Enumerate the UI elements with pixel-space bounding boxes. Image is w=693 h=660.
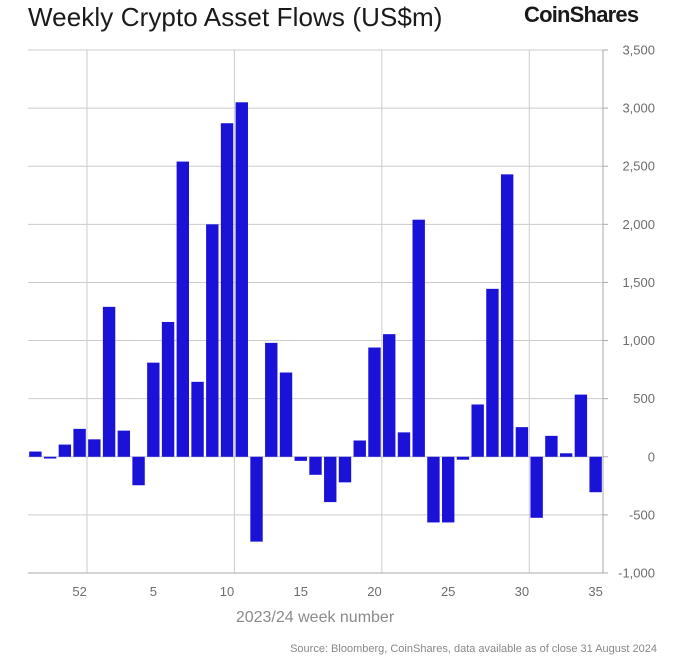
bar bbox=[58, 444, 72, 457]
x-tick-label: 15 bbox=[294, 584, 308, 599]
bar bbox=[132, 456, 145, 486]
bar bbox=[486, 288, 499, 457]
y-tick-label: -1,000 bbox=[618, 566, 655, 581]
y-tick-label: 0 bbox=[648, 449, 655, 464]
bar bbox=[206, 224, 219, 457]
x-tick-labels: 52 5 10 15 20 25 30 35 bbox=[72, 584, 602, 599]
bar bbox=[265, 342, 278, 457]
bar bbox=[191, 381, 204, 457]
bars bbox=[29, 102, 602, 542]
brand-logo: CoinShares bbox=[524, 2, 639, 27]
bar bbox=[235, 102, 248, 457]
bar bbox=[338, 456, 352, 483]
y-tick-label: 500 bbox=[633, 391, 655, 406]
bar bbox=[530, 456, 543, 518]
axes bbox=[28, 49, 608, 574]
bar bbox=[383, 334, 396, 457]
bar bbox=[353, 440, 366, 457]
bar bbox=[250, 456, 263, 542]
bar bbox=[545, 435, 558, 457]
bar bbox=[324, 456, 337, 503]
source-note: Source: Bloomberg, CoinShares, data avai… bbox=[290, 643, 657, 655]
bar bbox=[559, 453, 573, 457]
x-tick-label: 5 bbox=[150, 584, 157, 599]
y-tick-label: 1,500 bbox=[622, 275, 655, 290]
x-tick-label: 35 bbox=[588, 584, 602, 599]
y-tick-label: 3,000 bbox=[622, 101, 655, 116]
bar bbox=[309, 456, 322, 475]
bar bbox=[471, 404, 484, 457]
bar bbox=[456, 456, 470, 460]
bar bbox=[500, 174, 514, 457]
bar bbox=[589, 456, 602, 493]
bar bbox=[515, 427, 529, 457]
y-tick-label: 2,500 bbox=[622, 159, 655, 174]
y-tick-label: 2,000 bbox=[622, 217, 655, 232]
bar bbox=[294, 456, 307, 461]
bar bbox=[442, 456, 455, 523]
x-tick-label: 30 bbox=[515, 584, 529, 599]
bar bbox=[176, 161, 189, 457]
bar bbox=[397, 432, 411, 457]
chart-title: Weekly Crypto Asset Flows (US$m) bbox=[28, 2, 443, 32]
bar bbox=[147, 362, 160, 457]
x-tick-label: 10 bbox=[220, 584, 234, 599]
bar bbox=[279, 372, 293, 457]
y-tick-label: 1,000 bbox=[622, 333, 655, 348]
x-tick-label: 52 bbox=[72, 584, 86, 599]
bar bbox=[161, 321, 175, 457]
bar bbox=[43, 456, 57, 459]
x-axis-label: 2023/24 week number bbox=[236, 609, 395, 626]
bar bbox=[29, 451, 42, 457]
bar bbox=[88, 439, 101, 457]
bar bbox=[220, 123, 234, 457]
bar bbox=[117, 430, 131, 457]
y-tick-label: -500 bbox=[629, 507, 655, 522]
y-tick-labels: 3,500 3,000 2,500 2,000 1,500 1,000 500 0 -500 -1… bbox=[618, 43, 655, 581]
bar bbox=[412, 219, 425, 457]
bar bbox=[427, 456, 440, 523]
bar bbox=[574, 394, 588, 457]
bar bbox=[102, 306, 116, 457]
bar bbox=[73, 428, 86, 457]
bar bbox=[368, 347, 381, 457]
x-tick-label: 20 bbox=[367, 584, 381, 599]
x-tick-label: 25 bbox=[441, 584, 455, 599]
y-tick-label: 3,500 bbox=[622, 43, 655, 58]
